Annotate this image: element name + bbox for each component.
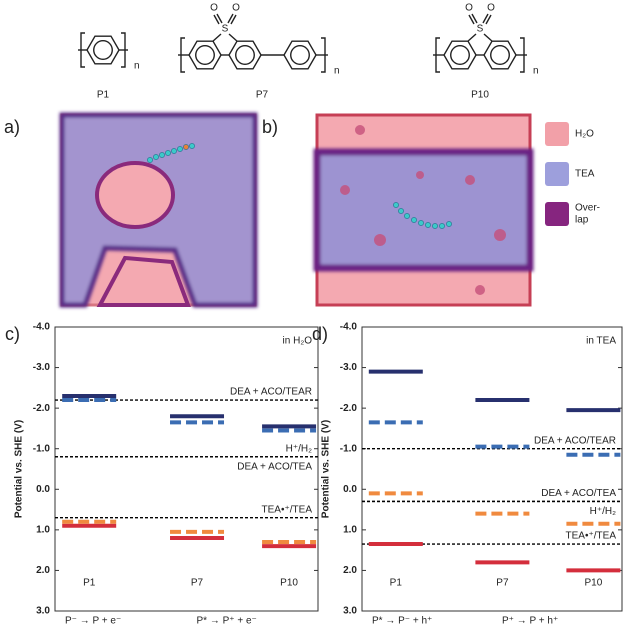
annotation: in H₂O [283, 336, 313, 347]
y-tick-label: -3.0 [33, 362, 51, 373]
reference-label: DEA + ACO/TEAR [534, 435, 616, 446]
polymer-label: P7 [256, 90, 269, 101]
ring-aromatic [195, 45, 215, 65]
repeat-subscript: n [134, 61, 140, 72]
y-tick-label: 2.0 [343, 565, 357, 576]
panel-label: d) [312, 324, 328, 344]
y-tick-label: 2.0 [36, 565, 50, 576]
bond [483, 33, 493, 42]
y-tick-label: 0.0 [343, 484, 357, 495]
structures [78, 13, 527, 73]
reference-label: TEA•⁺/TEA [262, 504, 313, 515]
ring-aromatic [450, 45, 470, 65]
bracket [321, 37, 326, 73]
bond [468, 14, 475, 25]
y-axis-label: Potential vs. SHE (V) [321, 420, 332, 518]
y-tick-label: 3.0 [343, 606, 357, 617]
category-label: P7 [191, 578, 204, 589]
reference-label: H⁺/H₂ [590, 506, 617, 517]
y-tick-label: -4.0 [340, 322, 358, 333]
atom-label: O [487, 3, 495, 14]
legend-swatch [545, 202, 569, 226]
bracket [121, 32, 126, 68]
bond [230, 14, 237, 25]
plot-frame [361, 326, 623, 612]
y-tick-label: -2.0 [33, 403, 51, 414]
annotation: in TEA [586, 336, 616, 347]
atom-label: O [232, 3, 240, 14]
y-tick-label: 1.0 [343, 524, 357, 535]
polymer-label: P1 [97, 90, 110, 101]
reference-label: DEA + ACO/TEA [237, 461, 312, 472]
reference-label: TEA•⁺/TEA [566, 531, 617, 542]
bond [467, 33, 477, 42]
bond [216, 13, 223, 24]
ring-aromatic [290, 45, 310, 65]
legend-label: Over- [575, 203, 600, 214]
category-label: P10 [585, 578, 603, 589]
water-pocket [95, 161, 175, 229]
ring-aromatic [490, 45, 510, 65]
bond [228, 33, 238, 42]
plot-frame [54, 326, 319, 612]
y-axis-label: Potential vs. SHE (V) [14, 420, 25, 518]
repeat-subscript: n [334, 66, 340, 77]
legend-swatch [545, 122, 569, 146]
y-tick-label: 1.0 [36, 524, 50, 535]
category-label: P10 [280, 578, 298, 589]
atom-label: S [222, 24, 229, 35]
ring-aromatic [235, 45, 255, 65]
y-tick-label: 0.0 [36, 484, 50, 495]
category-label: P1 [390, 578, 403, 589]
legend-label: TEA [575, 169, 595, 180]
y-tick-label: -1.0 [33, 443, 51, 454]
bracket [520, 37, 525, 73]
legend-label: H₂O [575, 129, 594, 140]
panel-label: b) [262, 117, 278, 137]
bond [471, 13, 478, 24]
category-label: P7 [496, 578, 509, 589]
bracket [180, 37, 185, 73]
legend-label: lap [575, 215, 589, 226]
bond [227, 13, 234, 24]
legend-label: P* → P⁻ + h⁺ [372, 616, 432, 627]
y-tick-label: 3.0 [36, 606, 50, 617]
charts: c) Potential vs. SHE (V) -4.0 -3.0 -2.0 -1.0 0… [5, 322, 623, 627]
legend-swatch [545, 162, 569, 186]
atom-label: S [477, 24, 484, 35]
legend-label: P⁺ → P + h⁺ [502, 616, 558, 627]
atom-label: O [465, 3, 473, 14]
y-tick-label: -4.0 [33, 322, 51, 333]
y-tick-label: -1.0 [340, 443, 358, 454]
water-pocket [96, 255, 191, 307]
molecule [147, 143, 195, 163]
y-tick-label: -2.0 [340, 403, 358, 414]
polymer-label: P10 [471, 90, 489, 101]
tea-region [313, 148, 534, 272]
bond [213, 14, 220, 25]
reference-label: H⁺/H₂ [286, 443, 313, 454]
y-tick-label: -3.0 [340, 362, 358, 373]
molecule [393, 202, 452, 229]
simulation-a [59, 112, 258, 308]
reference-label: DEA + ACO/TEAR [230, 387, 312, 398]
bracket [80, 32, 85, 68]
panel-label: a) [4, 117, 20, 137]
legend-label: P* → P⁺ + e⁻ [197, 616, 257, 627]
simulation-legend: H₂O TEA Over-lap [545, 122, 600, 226]
bond [212, 33, 222, 42]
bond [485, 14, 492, 25]
legend-label: P⁻ → P + e⁻ [65, 616, 121, 627]
bond [482, 13, 489, 24]
category-label: P1 [83, 578, 96, 589]
bracket [435, 37, 440, 73]
ring-aromatic [93, 40, 113, 60]
atom-label: O [210, 3, 218, 14]
simulation-b [313, 113, 534, 307]
panel-label: c) [5, 324, 20, 344]
droplets [340, 125, 506, 295]
repeat-subscript: n [533, 66, 539, 77]
reference-label: DEA + ACO/TEA [541, 488, 616, 499]
